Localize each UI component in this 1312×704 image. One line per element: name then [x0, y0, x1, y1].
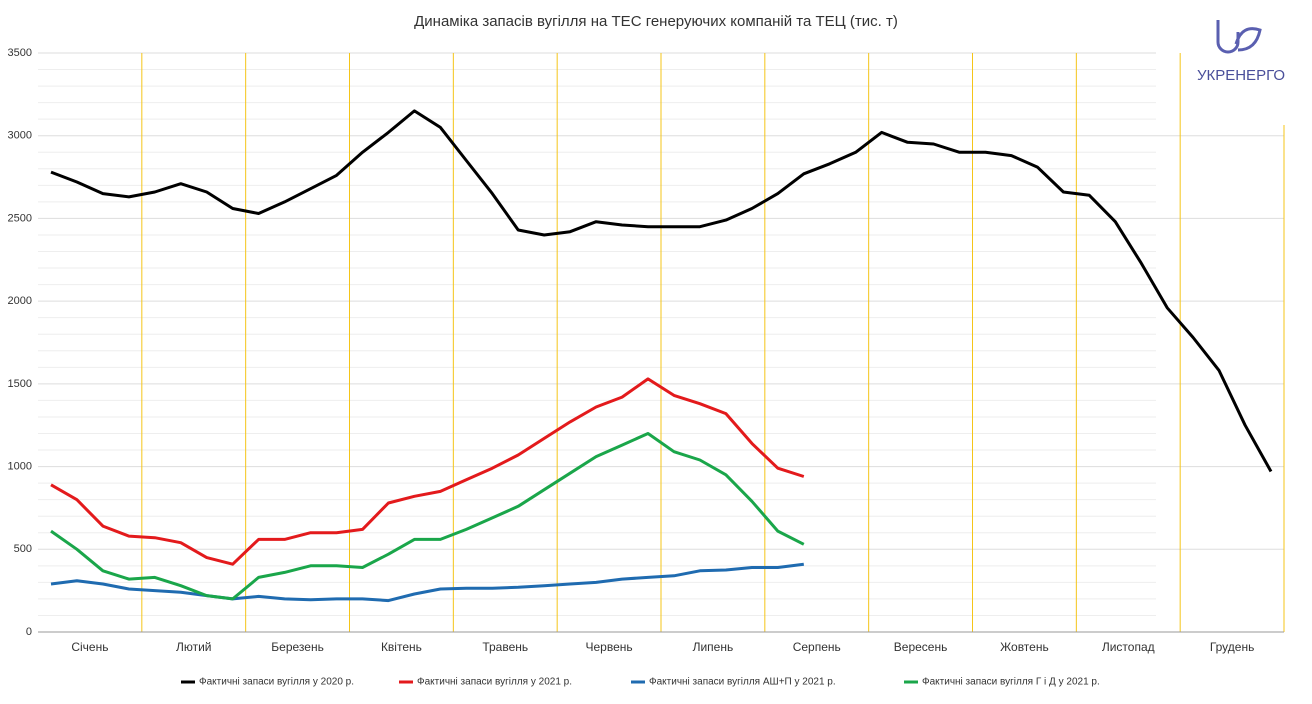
- y-tick-label: 3500: [8, 47, 32, 59]
- x-tick-label: Грудень: [1210, 640, 1255, 654]
- logo: УКРЕНЕРГО: [1197, 20, 1285, 84]
- y-tick-label: 1500: [8, 378, 32, 390]
- y-tick-label: 500: [14, 543, 32, 555]
- x-tick-label: Січень: [71, 640, 108, 654]
- x-tick-label: Жовтень: [1000, 640, 1049, 654]
- series-line: [50, 109, 1273, 473]
- x-tick-label: Липень: [693, 640, 734, 654]
- legend-label: Фактичні запаси вугілля АШ+П у 2021 р.: [649, 677, 836, 688]
- series-line: [50, 562, 804, 603]
- y-tick-label: 2000: [8, 295, 32, 307]
- x-tick-label: Вересень: [894, 640, 948, 654]
- legend-label: Фактичні запаси вугілля Г і Д у 2021 р.: [922, 677, 1100, 688]
- y-tick-label: 3000: [8, 130, 32, 142]
- x-tick-label: Травень: [482, 640, 528, 654]
- chart-title: Динаміка запасів вугілля на ТЕС генеруюч…: [414, 13, 898, 30]
- series-line: [50, 377, 805, 566]
- legend-label: Фактичні запаси вугілля у 2020 р.: [199, 677, 354, 688]
- y-tick-label: 0: [26, 626, 32, 638]
- y-tick-label: 2500: [8, 212, 32, 224]
- x-tick-label: Лютий: [176, 640, 212, 654]
- x-tick-label: Березень: [271, 640, 324, 654]
- x-tick-label: Червень: [586, 640, 633, 654]
- series-line: [50, 432, 805, 601]
- x-tick-label: Квітень: [381, 640, 422, 654]
- x-tick-label: Серпень: [793, 640, 841, 654]
- x-tick-label: Листопад: [1102, 640, 1155, 654]
- legend-label: Фактичні запаси вугілля у 2021 р.: [417, 677, 572, 688]
- y-tick-label: 1000: [8, 460, 32, 472]
- logo-icon: [1216, 20, 1262, 54]
- logo-text: УКРЕНЕРГО: [1197, 67, 1285, 84]
